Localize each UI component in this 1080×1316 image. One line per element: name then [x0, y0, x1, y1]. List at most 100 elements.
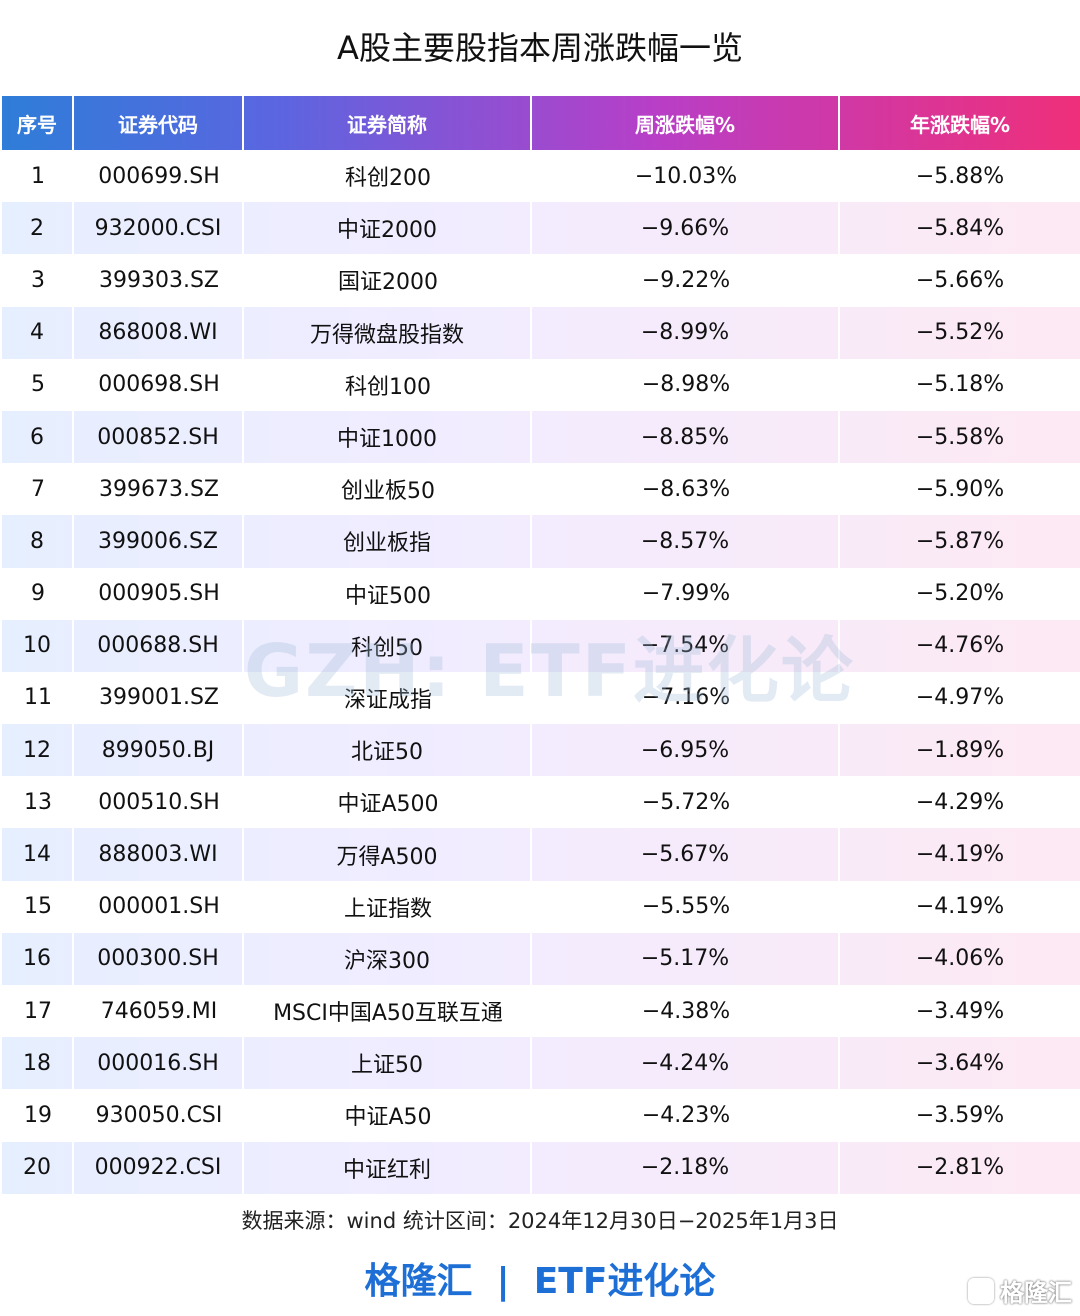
cell-yearly-change: −4.19% — [915, 842, 1005, 868]
cell-weekly-change: −9.66% — [532, 202, 840, 255]
cell-name: 中证2000 — [244, 202, 532, 255]
cell-rank: 11 — [24, 685, 52, 711]
table-row: 1 000699.SH 科创200 −10.03% −5.88% — [2, 150, 1080, 202]
cell-name: 中证1000 — [244, 410, 532, 464]
cell-code: 000698.SH — [98, 372, 220, 398]
table-row: 13 000510.SH 中证A500 −5.72% −4.29% — [2, 776, 1080, 828]
cell-rank: 7 — [31, 476, 45, 502]
cell-rank: 16 — [2, 932, 74, 985]
cell-name: 上证50 — [244, 1037, 532, 1090]
cell-code: 000852.SH — [74, 410, 244, 464]
cell-name: 创业板指 — [244, 515, 532, 568]
table-row: 3 399303.SZ 国证2000 −9.22% −5.66% — [2, 254, 1080, 306]
cell-rank: 15 — [24, 894, 52, 920]
cell-code: 000922.CSI — [74, 1141, 244, 1194]
cell-code: 888003.WI — [74, 828, 244, 881]
cell-rank: 17 — [24, 998, 52, 1024]
cell-weekly-change: −9.22% — [641, 267, 731, 293]
header-rank: 序号 — [2, 96, 74, 150]
cell-name: 中证A50 — [344, 1105, 432, 1131]
cell-rank: 14 — [2, 828, 74, 881]
cell-name: 中证红利 — [244, 1141, 532, 1194]
cell-weekly-change: −5.72% — [641, 789, 731, 815]
corner-logo-text: 格隆汇 — [1000, 1279, 1072, 1307]
table-body: 1 000699.SH 科创200 −10.03% −5.88% 2 932000.CSI 中… — [2, 150, 1080, 1194]
cell-weekly-change: −8.99% — [532, 306, 840, 359]
header-weekly-change: 周涨跌幅% — [532, 96, 840, 150]
cell-weekly-change: −6.95% — [532, 724, 840, 777]
cell-yearly-change: −5.20% — [915, 581, 1005, 607]
cell-yearly-change: −4.29% — [915, 789, 1005, 815]
cell-weekly-change: −8.98% — [641, 372, 731, 398]
cell-yearly-change: −3.64% — [915, 1050, 1005, 1076]
cell-weekly-change: −4.23% — [641, 1102, 731, 1128]
cell-code: 932000.CSI — [74, 202, 244, 255]
brand-name: 格隆汇 — [364, 1261, 473, 1302]
cell-name: 上证指数 — [343, 896, 432, 922]
cell-rank: 19 — [24, 1102, 52, 1128]
cell-yearly-change: −4.76% — [915, 633, 1005, 659]
header-code: 证券代码 — [74, 96, 244, 150]
cell-rank: 2 — [2, 202, 74, 255]
cell-yearly-change: −5.52% — [915, 320, 1005, 346]
cell-code: 000905.SH — [98, 581, 220, 607]
cell-code: 868008.WI — [74, 306, 244, 359]
table-row: 12 899050.BJ 北证50 −6.95% −1.89% — [2, 724, 1080, 777]
cell-yearly-change: −5.58% — [915, 424, 1005, 450]
data-source-note: 数据来源：wind 统计区间：2024年12月30日−2025年1月3日 — [241, 1209, 839, 1233]
cell-code: 000300.SH — [74, 932, 244, 985]
cell-yearly-change: −5.18% — [915, 372, 1005, 398]
cell-name: MSCI中国A50互联互通 — [273, 1001, 503, 1027]
table-header: 序号 证券代码 证券简称 周涨跌幅% 年涨跌幅% — [2, 96, 1080, 150]
table-row: 14 888003.WI 万得A500 −5.67% −4.19% — [2, 828, 1080, 881]
cell-weekly-change: −5.67% — [532, 828, 840, 881]
brand-footer: 格隆汇 | ETF进化论 — [0, 1256, 1080, 1308]
page-title: A股主要股指本周涨跌幅一览 — [337, 29, 743, 67]
cell-weekly-change: −10.03% — [634, 163, 738, 189]
cell-name: 北证50 — [244, 724, 532, 777]
cell-code: 399673.SZ — [98, 476, 219, 502]
cell-rank: 18 — [2, 1037, 74, 1090]
table-row: 11 399001.SZ 深证成指 −7.16% −4.97% — [2, 672, 1080, 724]
cell-code: 399303.SZ — [98, 267, 219, 293]
cell-code: 746059.MI — [100, 998, 218, 1024]
logo-mark-icon — [968, 1277, 994, 1304]
table-row: 7 399673.SZ 创业板50 −8.63% −5.90% — [2, 463, 1080, 515]
cell-rank: 12 — [2, 724, 74, 777]
cell-code: 000001.SH — [98, 894, 220, 920]
cell-yearly-change: −5.90% — [915, 476, 1005, 502]
cell-rank: 5 — [31, 372, 45, 398]
cell-code: 930050.CSI — [95, 1102, 223, 1128]
table-row: 5 000698.SH 科创100 −8.98% −5.18% — [2, 359, 1080, 411]
cell-code: 000688.SH — [74, 619, 244, 672]
table-row: 16 000300.SH 沪深300 −5.17% −4.06% — [2, 932, 1080, 985]
cell-weekly-change: −4.38% — [641, 998, 731, 1024]
cell-yearly-change: −5.88% — [915, 163, 1005, 189]
cell-name: 沪深300 — [244, 932, 532, 985]
cell-weekly-change: −4.24% — [532, 1037, 840, 1090]
cell-code: 899050.BJ — [74, 724, 244, 777]
brand-column-name: ETF进化论 — [533, 1261, 716, 1302]
cell-yearly-change: −5.87% — [915, 528, 1005, 554]
cell-yearly-change: −4.97% — [915, 685, 1005, 711]
cell-name: 科创100 — [345, 374, 431, 400]
table-row: 17 746059.MI MSCI中国A50互联互通 −4.38% −3.49% — [2, 985, 1080, 1037]
cell-code: 000699.SH — [98, 163, 220, 189]
cell-rank: 8 — [2, 515, 74, 568]
cell-code: 000510.SH — [98, 789, 220, 815]
cell-weekly-change: −8.63% — [641, 476, 731, 502]
cell-rank: 9 — [31, 581, 45, 607]
cell-weekly-change: −2.18% — [532, 1141, 840, 1194]
table-row: 15 000001.SH 上证指数 −5.55% −4.19% — [2, 881, 1080, 933]
table-row: 6 000852.SH 中证1000 −8.85% −5.58% — [2, 410, 1080, 464]
header-name: 证券简称 — [244, 96, 532, 150]
table-row: 8 399006.SZ 创业板指 −8.57% −5.87% — [2, 515, 1080, 568]
cell-weekly-change: −8.85% — [532, 410, 840, 464]
cell-name: 科创50 — [244, 619, 532, 672]
table-row: 18 000016.SH 上证50 −4.24% −3.64% — [2, 1037, 1080, 1090]
table-row: 4 868008.WI 万得微盘股指数 −8.99% −5.52% — [2, 306, 1080, 359]
cell-weekly-change: −5.55% — [641, 894, 731, 920]
brand-separator: | — [496, 1261, 510, 1302]
cell-yearly-change: −3.49% — [915, 998, 1005, 1024]
table-row: 19 930050.CSI 中证A50 −4.23% −3.59% — [2, 1089, 1080, 1141]
